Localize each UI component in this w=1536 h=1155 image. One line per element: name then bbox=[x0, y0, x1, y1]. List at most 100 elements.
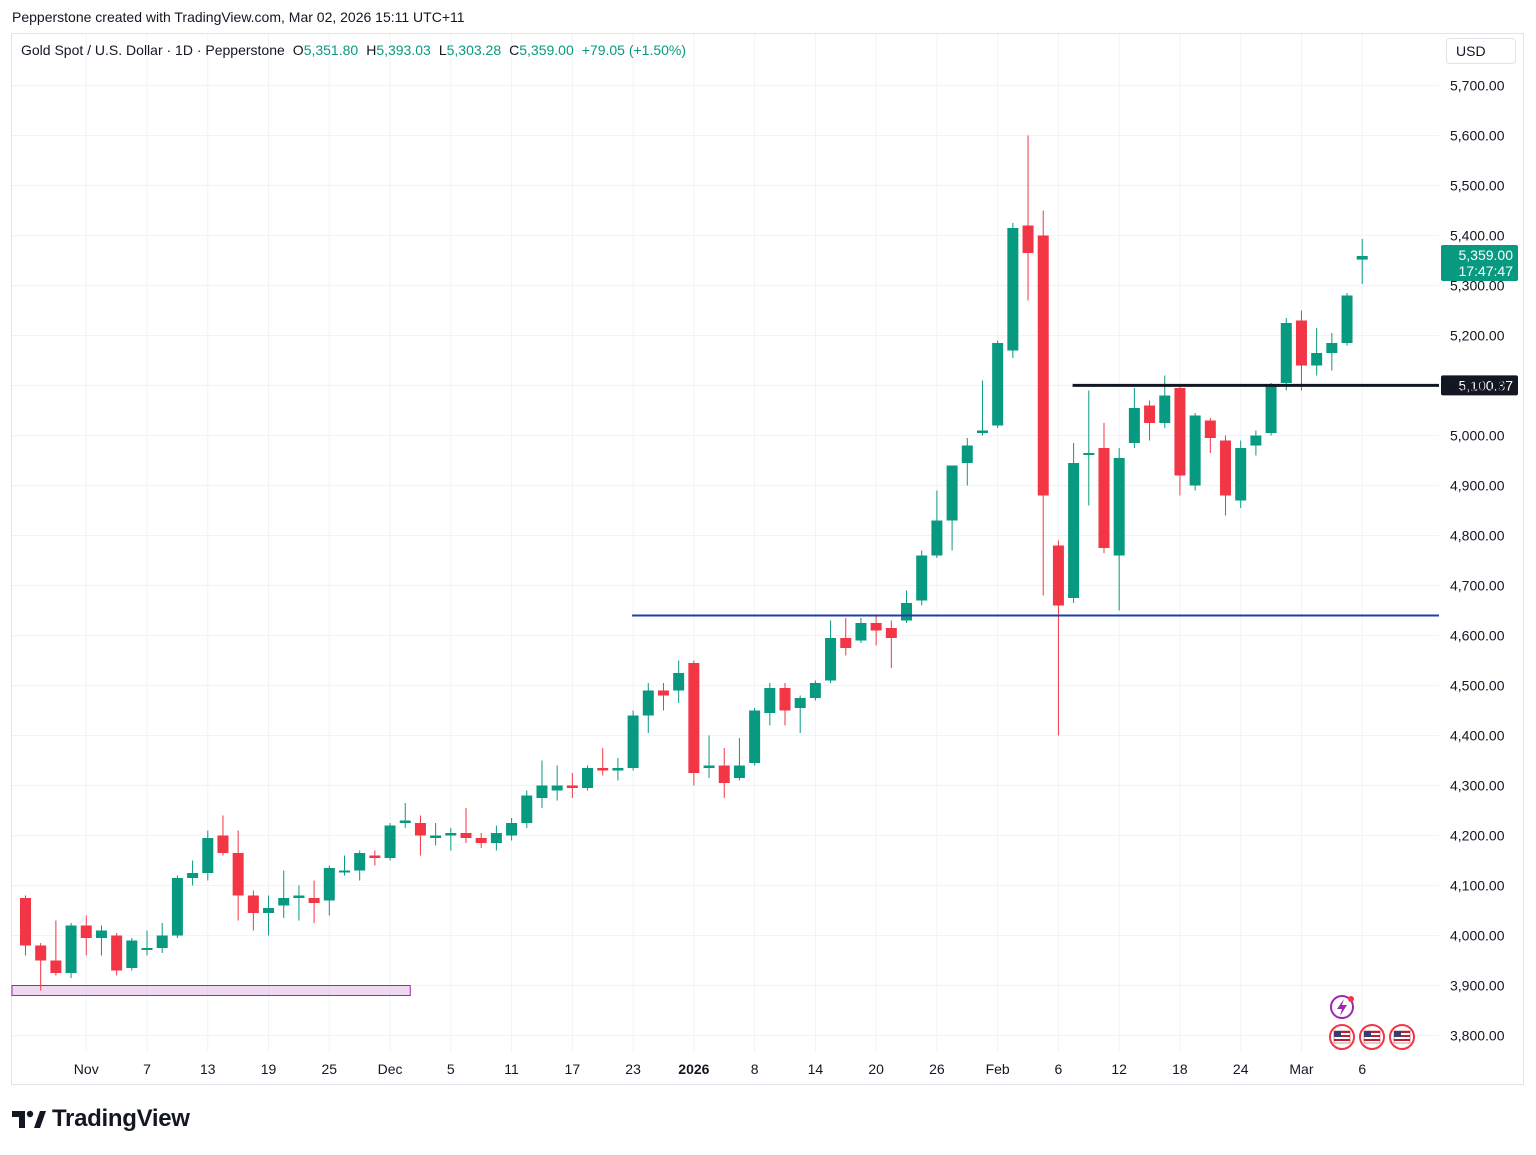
candle-bullish bbox=[338, 855, 350, 876]
price-tick-label: 5,700.00 bbox=[1450, 78, 1505, 94]
candle-body bbox=[1159, 395, 1171, 423]
candle-body bbox=[627, 715, 639, 768]
candle-bullish bbox=[1113, 448, 1125, 611]
candle-bearish bbox=[1220, 435, 1232, 516]
candle-body bbox=[764, 688, 776, 713]
candle-body bbox=[657, 690, 669, 696]
candle-body bbox=[65, 925, 77, 973]
candle-body bbox=[80, 925, 92, 938]
candle-bearish bbox=[718, 748, 730, 798]
candle-body bbox=[809, 683, 821, 698]
time-tick-label: 14 bbox=[808, 1061, 824, 1077]
candle-bearish bbox=[308, 880, 320, 923]
candle-bullish bbox=[1280, 318, 1292, 391]
candle-body bbox=[855, 623, 867, 641]
time-tick-label: Mar bbox=[1289, 1061, 1313, 1077]
time-tick-label: 11 bbox=[504, 1061, 519, 1077]
price-tick-label: 3,900.00 bbox=[1450, 978, 1505, 994]
candle-bullish bbox=[202, 830, 214, 881]
candle-body bbox=[20, 898, 31, 946]
candle-body bbox=[521, 795, 533, 823]
candle-bullish bbox=[627, 710, 639, 771]
candle-body bbox=[95, 930, 107, 938]
bar-countdown-label: 17:47:47 bbox=[1459, 263, 1514, 279]
candle-body bbox=[779, 688, 791, 711]
currency-selector[interactable]: USD bbox=[1446, 38, 1516, 64]
price-tick-label: 4,400.00 bbox=[1450, 728, 1505, 744]
candle-bullish bbox=[642, 683, 654, 733]
candle-bullish bbox=[1356, 238, 1368, 284]
grid-lines bbox=[12, 34, 1439, 1052]
flag-stripe bbox=[1394, 1035, 1410, 1037]
price-tick-label: 5,400.00 bbox=[1450, 228, 1505, 244]
lightning-event-icon[interactable] bbox=[1330, 995, 1354, 1019]
candle-bullish bbox=[65, 923, 77, 978]
candle-bullish bbox=[703, 735, 715, 778]
candle-body bbox=[278, 898, 290, 906]
candle-bullish bbox=[521, 790, 533, 828]
candle-body bbox=[460, 833, 472, 838]
us-flag-icon[interactable] bbox=[1329, 1024, 1355, 1050]
price-tick-label: 4,000.00 bbox=[1450, 928, 1505, 944]
candle-body bbox=[1295, 320, 1307, 366]
candle-body bbox=[1022, 225, 1034, 253]
candle-body bbox=[187, 873, 199, 878]
candle-body bbox=[1083, 453, 1095, 455]
candle-body bbox=[1174, 388, 1186, 476]
time-tick-label: Dec bbox=[378, 1061, 403, 1077]
candle-bearish bbox=[1052, 540, 1064, 736]
candle-bearish bbox=[840, 618, 852, 656]
candle-bearish bbox=[597, 748, 609, 776]
time-tick-label: 20 bbox=[868, 1061, 884, 1077]
flag-stripe bbox=[1364, 1039, 1380, 1041]
candle-body bbox=[1356, 256, 1368, 260]
brand[interactable]: TradingView bbox=[12, 1105, 190, 1133]
close-label: C bbox=[509, 42, 520, 58]
candle-body bbox=[156, 935, 168, 948]
candle-body bbox=[566, 785, 578, 788]
candle-bearish bbox=[779, 683, 791, 726]
candle-body bbox=[1113, 458, 1125, 556]
price-tick-label: 4,800.00 bbox=[1450, 528, 1505, 544]
us-flag-icon[interactable] bbox=[1359, 1024, 1385, 1050]
candle-bullish bbox=[733, 738, 745, 781]
candle-body bbox=[1204, 420, 1216, 438]
candle-body bbox=[1052, 545, 1064, 606]
candle-bullish bbox=[992, 340, 1004, 428]
candle-body bbox=[1220, 440, 1232, 496]
us-flag-icon[interactable] bbox=[1389, 1024, 1415, 1050]
candle-body bbox=[171, 878, 183, 936]
candle-body bbox=[703, 765, 715, 768]
candle-bullish bbox=[901, 590, 913, 623]
candle-body bbox=[399, 820, 411, 823]
time-tick-label: 12 bbox=[1111, 1061, 1127, 1077]
flag-stripe bbox=[1364, 1035, 1380, 1037]
chart-pane[interactable] bbox=[11, 33, 1524, 1085]
candle-bullish bbox=[1250, 430, 1262, 456]
candle-body bbox=[733, 765, 745, 778]
candle-body bbox=[1311, 353, 1323, 366]
candle-body bbox=[354, 853, 366, 871]
price-tick-label: 4,100.00 bbox=[1450, 878, 1505, 894]
candle-bullish bbox=[354, 850, 366, 881]
candle-body bbox=[1144, 405, 1156, 423]
candle-bullish bbox=[825, 620, 837, 683]
candle-body bbox=[597, 768, 609, 771]
price-tick-label: 5,600.00 bbox=[1450, 128, 1505, 144]
candle-bullish bbox=[126, 938, 138, 971]
flag-canton bbox=[1364, 1031, 1371, 1037]
candle-body bbox=[1341, 295, 1353, 343]
currency-label: USD bbox=[1456, 43, 1486, 59]
candle-body bbox=[1235, 448, 1247, 501]
candle-body bbox=[490, 833, 502, 843]
demand-zone bbox=[11, 985, 411, 996]
symbol-name[interactable]: Gold Spot / U.S. Dollar · 1D · Peppersto… bbox=[21, 42, 285, 58]
candle-bearish bbox=[217, 815, 229, 856]
candle-bearish bbox=[35, 943, 47, 991]
candle-body bbox=[794, 698, 806, 708]
candle-bearish bbox=[1098, 423, 1110, 553]
candle-bullish bbox=[384, 823, 396, 861]
candle-bearish bbox=[1174, 385, 1186, 496]
candle-bullish bbox=[1265, 383, 1277, 436]
